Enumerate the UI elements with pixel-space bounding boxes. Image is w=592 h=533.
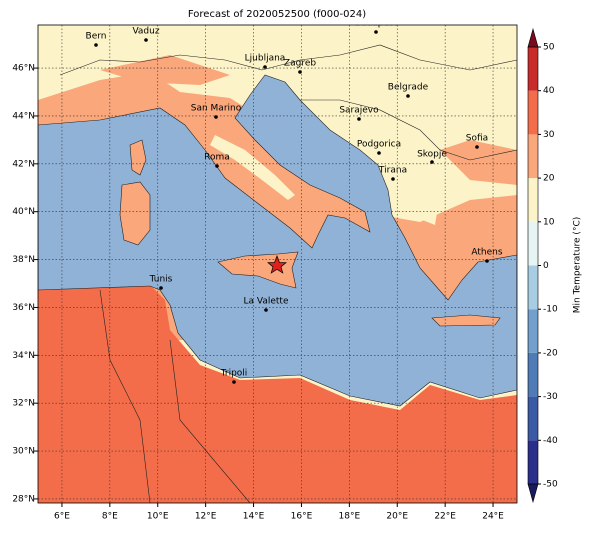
- border: [59, 44, 517, 76]
- x-tick-label: 16°E: [291, 512, 313, 522]
- title: Forecast of 2020052500 (f000-024): [188, 9, 366, 20]
- city-dot: [430, 160, 434, 164]
- city-label: Budapest: [355, 19, 398, 29]
- y-tick-label: 44°N: [12, 111, 35, 121]
- x-tick-label: 18°E: [339, 512, 361, 522]
- colorbar-bin: [528, 221, 538, 266]
- star-marker: [267, 255, 287, 274]
- y-tick-label: 34°N: [12, 351, 35, 361]
- x-tick-label: 22°E: [434, 512, 456, 522]
- corsica: [129, 139, 147, 176]
- city-label: Bern: [86, 32, 107, 42]
- land-warm: [440, 140, 517, 185]
- colorbar-bin: [528, 309, 538, 353]
- border: [169, 339, 251, 503]
- city-label: Tripoli: [220, 369, 248, 379]
- plot-frame: [37, 24, 518, 504]
- x-tick-label: 20°E: [386, 512, 408, 522]
- colorbar-extend-min: [527, 483, 539, 504]
- y-tick-label: 32°N: [12, 399, 35, 409]
- city-dot: [475, 145, 479, 149]
- colorbar-tick-label: -50: [543, 480, 558, 490]
- city-label: Athens: [471, 248, 502, 258]
- colorbar-tick-label: -40: [543, 436, 558, 446]
- land-warm: [100, 55, 230, 85]
- city-label: Skopje: [417, 150, 447, 160]
- colorbar-tick-label: 40: [543, 86, 555, 96]
- city-label: La Valette: [244, 297, 289, 307]
- colorbar-tick-label: 50: [543, 43, 555, 53]
- border: [300, 99, 517, 161]
- colorbar-bin: [528, 352, 538, 397]
- border: [99, 289, 151, 503]
- colorbar-bin: [528, 265, 538, 310]
- x-tick-label: 14°E: [243, 512, 265, 522]
- city-dot: [374, 30, 378, 34]
- city-dot: [264, 308, 268, 312]
- x-tick-label: 8°E: [102, 512, 118, 522]
- city-dot: [159, 286, 163, 290]
- x-tick-label: 24°E: [482, 512, 504, 522]
- colorbar-bin: [528, 134, 538, 179]
- y-tick-label: 42°N: [12, 159, 35, 169]
- colorbar-bin: [528, 178, 538, 222]
- land-cold: [210, 135, 295, 200]
- city-label: Vaduz: [132, 27, 159, 37]
- y-tick-label: 30°N: [12, 447, 35, 457]
- city-dot: [391, 177, 395, 181]
- city-label: Sofia: [466, 134, 488, 144]
- colorbar-bin: [528, 47, 538, 91]
- city-label: Tirana: [378, 166, 407, 176]
- city-label: Zagreb: [284, 59, 316, 69]
- city-dot: [94, 43, 98, 47]
- city-label: Roma: [204, 153, 230, 163]
- y-tick-label: 36°N: [12, 303, 35, 313]
- city-dot: [485, 259, 489, 263]
- y-tick-label: 38°N: [12, 255, 35, 265]
- city-label: Tunis: [149, 275, 173, 285]
- y-tick-label: 46°N: [12, 64, 35, 74]
- colorbar-tick-label: 30: [543, 130, 555, 140]
- city-label: Sarajevo: [339, 106, 379, 116]
- colorbar-tick-label: 20: [543, 174, 555, 184]
- x-tick-label: 6°E: [54, 512, 70, 522]
- y-tick-label: 28°N: [12, 494, 35, 504]
- cities: Bern Vaduz Budapest Ljubljana Zagreb Bel…: [86, 19, 503, 384]
- city-dot: [406, 94, 410, 98]
- city-label: San Marino: [191, 104, 242, 114]
- city-dot: [144, 38, 148, 42]
- colorbar-tick-label: -10: [543, 305, 558, 315]
- colorbar-tick-label: -20: [543, 348, 558, 358]
- x-tick-label: 12°E: [195, 512, 217, 522]
- colorbar-label: Min Temperature (°C): [573, 217, 583, 314]
- city-dot: [298, 70, 302, 74]
- y-tick-label: 40°N: [12, 207, 35, 217]
- colorbar-tick-label: 10: [543, 217, 555, 227]
- colorbar-bin: [528, 440, 538, 484]
- colorbar-bin: [528, 90, 538, 135]
- colorbar-tick-label: 0: [543, 261, 549, 271]
- city-dot: [215, 164, 219, 168]
- colorbar-tick-label: -30: [543, 392, 558, 402]
- city-dot: [357, 117, 361, 121]
- grid: [38, 25, 517, 503]
- city-dot: [232, 380, 236, 384]
- land-cold: [395, 175, 440, 225]
- crete: [431, 314, 501, 327]
- city-label: Belgrade: [388, 83, 429, 93]
- colorbar-extend-max: [527, 27, 539, 48]
- sardinia: [119, 181, 151, 246]
- city-label: Ljubljana: [245, 54, 286, 64]
- city-dot: [377, 151, 381, 155]
- city-label: Podgorica: [357, 140, 401, 150]
- colorbar-bin: [528, 396, 538, 441]
- x-tick-label: 10°E: [147, 512, 169, 522]
